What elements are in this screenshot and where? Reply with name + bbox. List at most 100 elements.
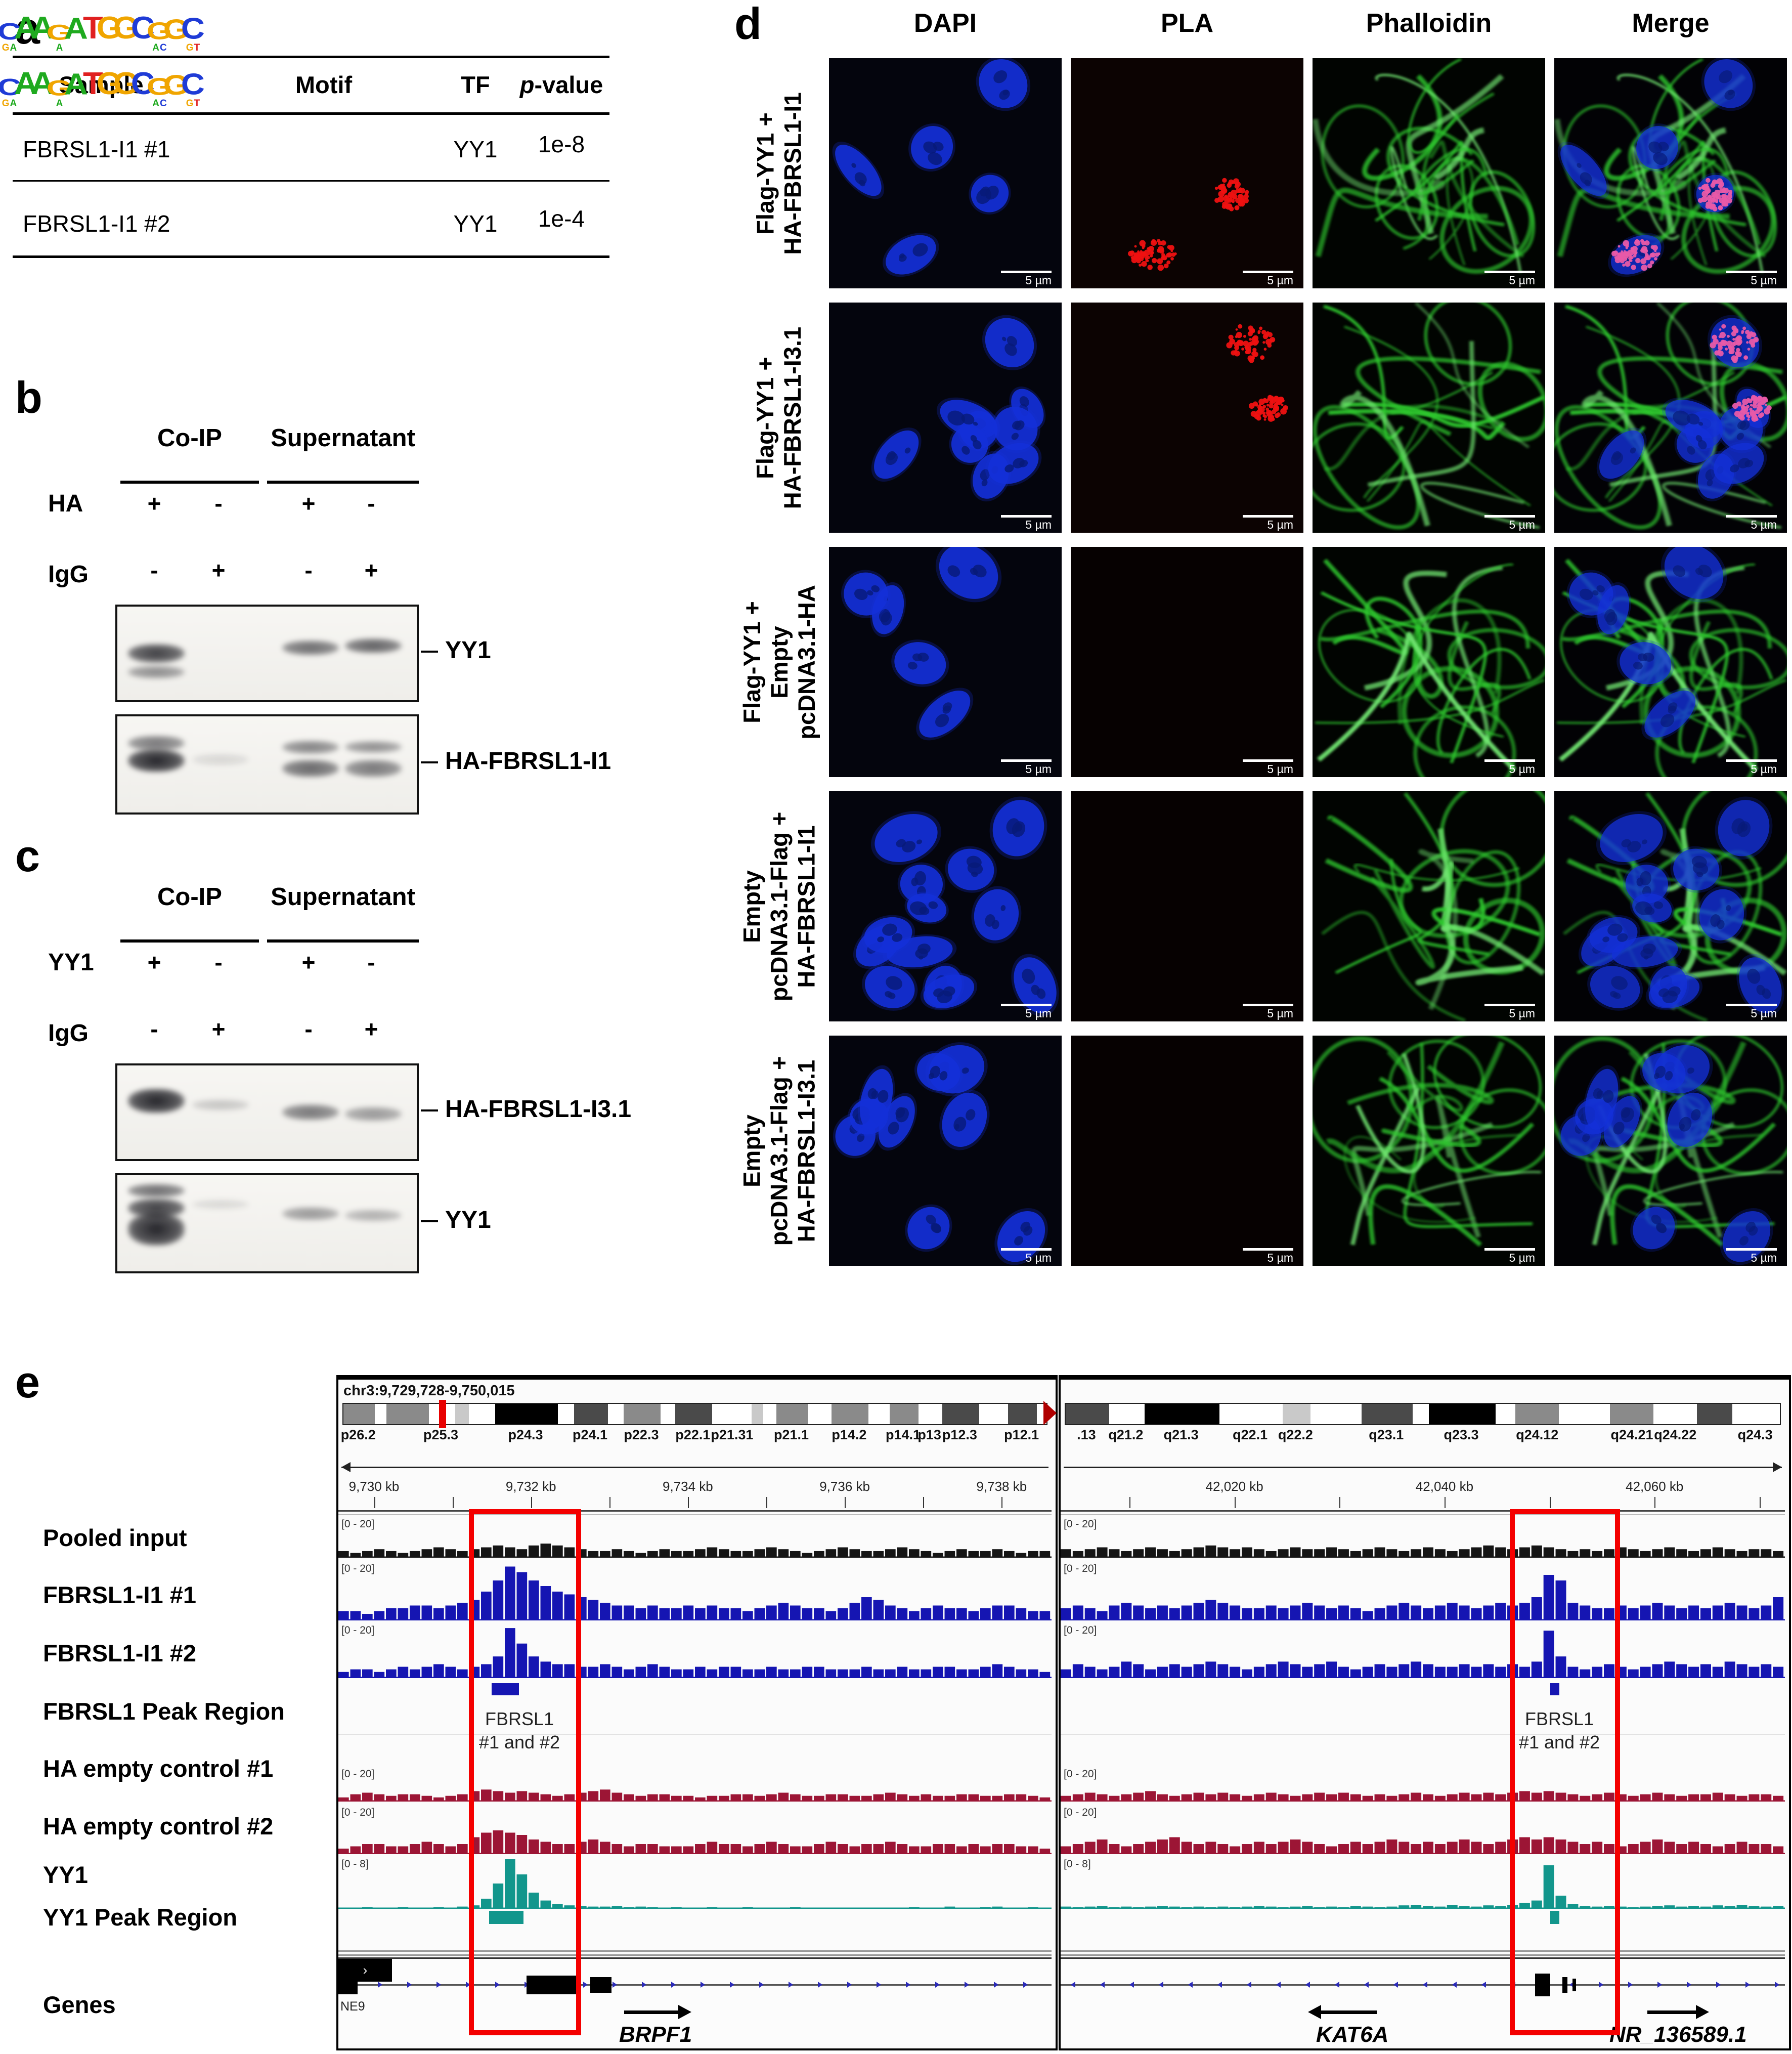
ideogram-band (1653, 1404, 1697, 1424)
scalebar (1243, 271, 1293, 273)
blot-image (115, 714, 419, 815)
motif-letter-col: A (64, 14, 88, 56)
condition-row-label-text: Empty pcDNA3.1-Flag + HA-FBRSL1-I3.1 (738, 1056, 820, 1246)
ideogram-band (1610, 1404, 1654, 1424)
group-header-coip: Co-IP (157, 424, 222, 452)
ideogram-band-label: q22.2 (1278, 1427, 1313, 1442)
micrograph-svg (1071, 1036, 1303, 1266)
ideogram-band (375, 1404, 387, 1424)
partial-gene-label: NE9 (340, 1999, 365, 2014)
scalebar-text: 5 µm (1025, 1007, 1052, 1020)
motif-subletter: C (160, 42, 167, 53)
exon-block (338, 1976, 358, 1994)
ideogram-band-label: p14.1 (886, 1427, 921, 1442)
blot-target-label: YY1 (445, 636, 491, 664)
ideogram-band (661, 1404, 676, 1424)
gene-name: NR_136589.1 (1609, 2022, 1747, 2044)
ideogram-band (763, 1404, 777, 1424)
motif-letter-col: A (31, 68, 55, 111)
strand-arrow-icon (1159, 1982, 1163, 1988)
genes-separator-b (1061, 1954, 1785, 1956)
strand-arrow-icon (935, 1982, 940, 1988)
blot-target-label: YY1 (445, 1207, 491, 1233)
micrograph-svg (1071, 791, 1303, 1021)
strand-arrow-icon (1305, 1982, 1310, 1988)
motif-subletter: C (160, 98, 167, 109)
micrograph-svg (853, 796, 1059, 1016)
condition-mark: - (150, 1016, 158, 1042)
genes-separator-a (338, 1950, 1052, 1952)
ideogram-band-label: p25.3 (423, 1427, 459, 1442)
track-label-2: FBRSL1-I1 #2 (43, 1640, 196, 1666)
track-scale-label: [0 - 8] (1064, 1858, 1091, 1870)
col-header-pvalue: p-value (519, 71, 603, 98)
ideogram-position-marker (439, 1400, 447, 1428)
gene-direction-arrowhead-icon (1308, 2005, 1321, 2019)
ideogram-band (1428, 1404, 1496, 1424)
blot-band (282, 640, 339, 656)
condition-mark: - (214, 490, 223, 517)
scalebar (1726, 1248, 1777, 1251)
blot-band (345, 1210, 402, 1222)
strand-arrow-icon (466, 1982, 470, 1988)
ideogram-band-label: q21.2 (1108, 1427, 1144, 1442)
blot-band (282, 1104, 339, 1121)
ideogram-band (1109, 1404, 1145, 1424)
micrograph-svg (1563, 791, 1787, 1021)
blot-band (128, 736, 185, 751)
channel-header-pla: PLA (1161, 9, 1213, 38)
motif-letter: A (30, 11, 55, 46)
ideogram-band (468, 1404, 495, 1424)
panel-d-label: d (734, 0, 762, 49)
micrograph-merge: 5 µm (1554, 303, 1787, 533)
gene-direction-arrow-line (1321, 2010, 1377, 2014)
ideogram-band (558, 1404, 574, 1424)
motif-letter: G (163, 14, 189, 46)
condition-mark: - (304, 1016, 313, 1042)
ideogram-band (1413, 1404, 1429, 1424)
ruler-baseline (1061, 1510, 1785, 1512)
wiggle-track-fbrsl1-i1-1 (1061, 1575, 1785, 1620)
strand-arrow-icon (1452, 1982, 1457, 1988)
micrograph-phalloidin: 5 µm (1313, 303, 1545, 533)
ideogram-band-label: q24.22 (1654, 1427, 1697, 1442)
strand-arrow-icon (1423, 1982, 1427, 1988)
motif-letter: A (14, 66, 38, 102)
panel-a-label: a (15, 3, 40, 53)
peak-track-lane-line (338, 1734, 1052, 1735)
ideogram-band-label: p26.2 (340, 1427, 376, 1442)
strand-arrow-icon (495, 1982, 500, 1988)
group-header-coip: Co-IP (157, 883, 222, 911)
track-label-7: YY1 Peak Region (43, 1904, 237, 1931)
igv-panel-left: chr3:9,729,728-9,750,015 p26.2 p25.3 p24.3 p… (336, 1375, 1058, 2050)
wiggle-track-yy1 (1061, 1865, 1785, 1909)
condition-mark: + (364, 557, 378, 583)
micrograph-dapi: 5 µm (829, 303, 1062, 533)
ideogram-band (495, 1404, 558, 1424)
micrograph-svg (1321, 791, 1545, 1021)
condition-mark: + (364, 1016, 378, 1042)
ideogram-band (574, 1404, 608, 1424)
channel-header-merge: Merge (1632, 9, 1710, 38)
micrograph-svg (1313, 303, 1545, 530)
ideogram-band (942, 1404, 979, 1424)
fbrsl1-peak-region-mark (1550, 1683, 1559, 1695)
condition-mark: - (367, 949, 375, 975)
motif-letter-col: CGA (0, 70, 21, 111)
ruler-tick (923, 1497, 925, 1508)
condition-mark: - (214, 949, 223, 975)
strand-arrow-icon (994, 1982, 998, 1988)
motif-letter: G (113, 11, 139, 46)
motif-subletter: G (2, 98, 10, 109)
track-scale-label: [0 - 20] (1064, 1624, 1097, 1636)
track-scale-label: [0 - 8] (341, 1858, 369, 1870)
strand-arrow-icon (1628, 1982, 1633, 1988)
ideogram-band-label: p21.1 (773, 1427, 809, 1442)
ideogram-band-label: p14.2 (832, 1427, 867, 1442)
micrograph-svg (1554, 58, 1777, 277)
table-row-rule (13, 180, 609, 182)
scalebar-text: 5 µm (1267, 762, 1293, 776)
exon-block (527, 1976, 580, 1994)
micrograph-svg (1226, 324, 1288, 422)
